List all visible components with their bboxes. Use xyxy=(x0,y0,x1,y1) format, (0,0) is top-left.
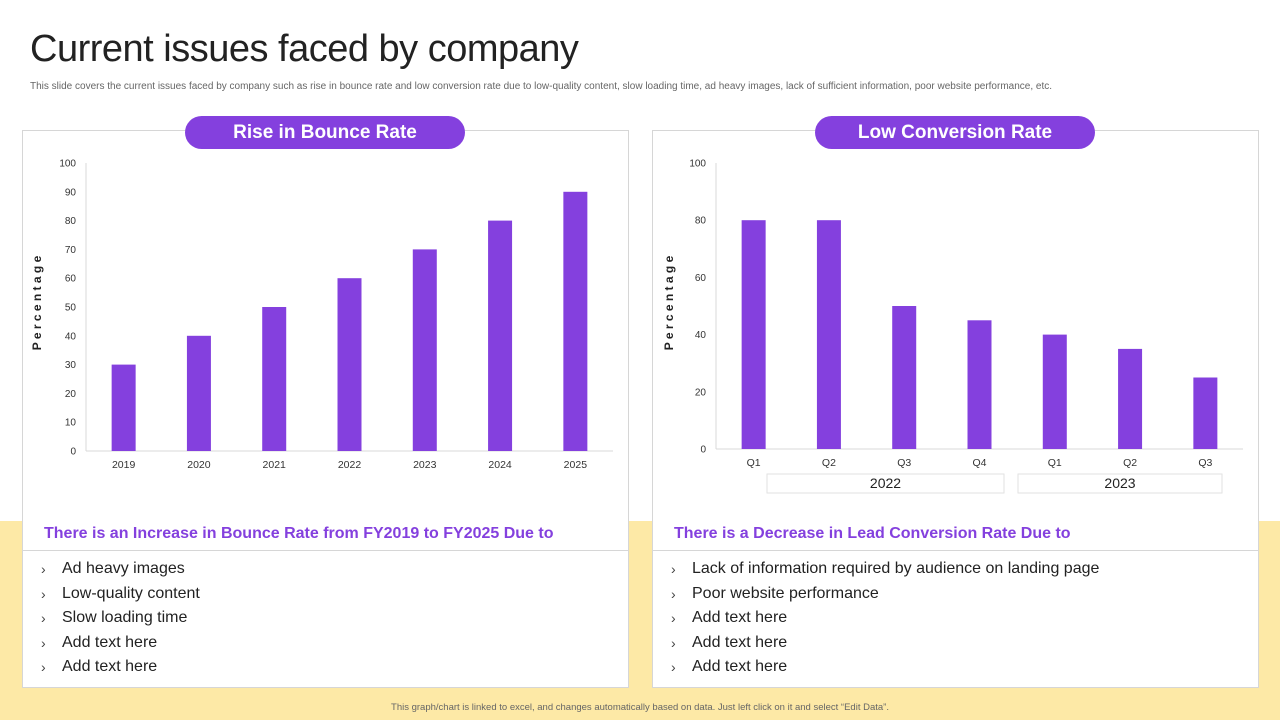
x-tick-label: Q4 xyxy=(972,457,986,469)
y-tick-label: 100 xyxy=(689,159,706,170)
bar xyxy=(337,278,362,451)
x-tick-label: 2019 xyxy=(112,459,136,471)
list-item-label: Add text here xyxy=(62,658,158,675)
list-item-label: Poor website performance xyxy=(692,584,879,602)
chevron-right-icon: › xyxy=(671,561,676,577)
list-item: › Ad heavy images xyxy=(41,557,200,582)
group-label: 2022 xyxy=(870,475,901,491)
list-item-label: Add text here xyxy=(692,658,788,675)
list-item: › Lack of information required by audienc… xyxy=(671,557,1099,582)
bar xyxy=(741,220,766,449)
bar xyxy=(816,220,841,449)
y-axis-label: P e r c e n t a g e xyxy=(662,255,676,350)
x-tick-label: Q1 xyxy=(747,457,761,469)
y-tick-label: 60 xyxy=(695,273,707,284)
x-tick-label: Q2 xyxy=(1123,457,1137,469)
chevron-right-icon: › xyxy=(41,610,46,626)
list-item-label: Low-quality content xyxy=(62,584,200,602)
y-tick-label: 20 xyxy=(65,389,77,400)
list-item-label: Add text here xyxy=(692,633,788,651)
y-tick-label: 30 xyxy=(65,360,77,371)
bounce-rate-panel: Rise in Bounce Rate 0 10 20 30 40 50 60 70 80 90 1… xyxy=(22,116,629,688)
group-label: 2023 xyxy=(1104,475,1135,491)
chevron-right-icon: › xyxy=(41,659,46,675)
x-tick-label: Q3 xyxy=(897,457,911,469)
bar xyxy=(262,307,287,451)
bar xyxy=(967,320,992,449)
y-tick-label: 60 xyxy=(65,274,77,285)
y-tick-label: 80 xyxy=(65,216,77,227)
group-box xyxy=(1017,473,1223,494)
conversion-rate-header: Low Conversion Rate xyxy=(815,116,1095,149)
x-tick-label: 2025 xyxy=(564,459,588,471)
list-item-label: Lack of information required by audience… xyxy=(692,560,1100,577)
y-tick-label: 10 xyxy=(65,418,77,429)
list-item-label: Add text here xyxy=(62,633,158,651)
conversion-rate-description: There is a Decrease in Lead Conversion R… xyxy=(674,525,1071,542)
x-tick-label: 2023 xyxy=(413,459,437,471)
conversion-rate-panel: Low Conversion Rate 0 20 40 60 80 100 P e r c … xyxy=(652,116,1259,688)
chevron-right-icon: › xyxy=(671,659,676,675)
list-item: › Add text here xyxy=(41,631,200,656)
list-item: › Add text here xyxy=(41,655,200,680)
y-tick-label: 40 xyxy=(65,331,77,342)
bar xyxy=(563,191,588,452)
y-tick-label: 100 xyxy=(59,159,76,170)
x-tick-label: Q3 xyxy=(1198,457,1212,469)
bounce-rate-description: There is an Increase in Bounce Rate from… xyxy=(44,525,554,542)
divider xyxy=(23,550,628,551)
bar xyxy=(186,335,211,451)
bar xyxy=(111,364,136,451)
x-tick-label: 2020 xyxy=(187,459,211,471)
y-tick-label: 80 xyxy=(695,216,707,227)
list-item-label: Slow loading time xyxy=(62,609,188,626)
bounce-rate-bullets: › Ad heavy images › Low-quality content › S… xyxy=(41,557,200,680)
bar xyxy=(412,249,437,451)
list-item: › Slow loading time xyxy=(41,606,200,631)
page-title: Current issues faced by company xyxy=(30,28,579,70)
list-item-label: Add text here xyxy=(692,609,788,626)
bar xyxy=(1042,334,1067,449)
chevron-right-icon: › xyxy=(41,585,46,602)
bar xyxy=(892,306,917,449)
list-item: › Add text here xyxy=(671,606,1099,631)
chevron-right-icon: › xyxy=(671,634,676,651)
list-item-label: Ad heavy images xyxy=(62,560,185,577)
y-tick-label: 70 xyxy=(65,245,77,256)
bar xyxy=(488,220,513,451)
bar xyxy=(1118,348,1143,449)
divider xyxy=(653,550,1258,551)
list-item: › Poor website performance xyxy=(671,582,1099,607)
chevron-right-icon: › xyxy=(41,634,46,651)
bounce-rate-header: Rise in Bounce Rate xyxy=(185,116,465,149)
chevron-right-icon: › xyxy=(671,610,676,626)
y-tick-label: 90 xyxy=(65,187,77,198)
page-subtitle: This slide covers the current issues fac… xyxy=(30,81,1053,92)
x-tick-label: Q2 xyxy=(822,457,836,469)
list-item: › Add text here xyxy=(671,631,1099,656)
conversion-rate-chart[interactable]: 0 20 40 60 80 100 P e r c e n t a g e Q1 Q2 Q3 Q4 Q… xyxy=(653,131,1258,501)
x-tick-label: Q1 xyxy=(1048,457,1062,469)
chevron-right-icon: › xyxy=(671,585,676,602)
y-tick-label: 20 xyxy=(695,387,707,398)
y-tick-label: 50 xyxy=(65,303,77,314)
footnote: This graph/chart is linked to excel, and… xyxy=(391,702,889,713)
bar xyxy=(1193,377,1218,449)
x-tick-label: 2024 xyxy=(488,459,512,471)
list-item: › Add text here xyxy=(671,655,1099,680)
y-tick-label: 0 xyxy=(700,445,706,456)
bounce-rate-chart[interactable]: 0 10 20 30 40 50 60 70 80 90 100 P e r c e n t a g … xyxy=(23,131,628,491)
x-tick-label: 2022 xyxy=(338,459,362,471)
y-axis-label: P e r c e n t a g e xyxy=(30,255,44,350)
conversion-rate-bullets: › Lack of information required by audienc… xyxy=(671,557,1099,680)
y-tick-label: 0 xyxy=(70,447,76,458)
x-tick-label: 2021 xyxy=(263,459,287,471)
list-item: › Low-quality content xyxy=(41,582,200,607)
group-box xyxy=(766,473,1005,494)
chevron-right-icon: › xyxy=(41,561,46,577)
y-tick-label: 40 xyxy=(695,330,707,341)
